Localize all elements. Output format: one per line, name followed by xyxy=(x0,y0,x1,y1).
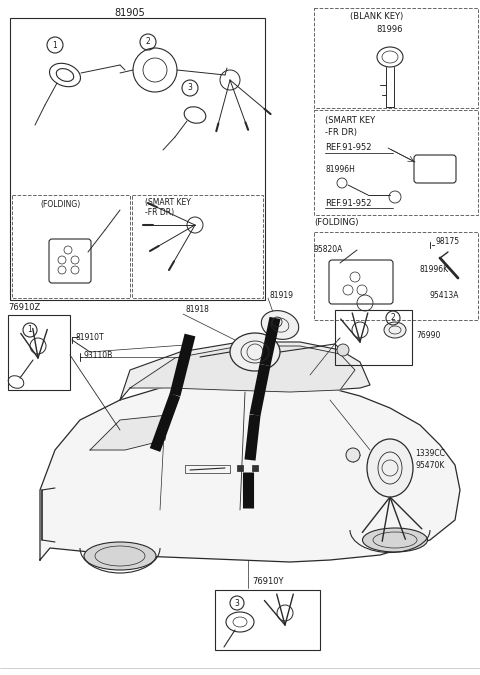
Text: 81996H: 81996H xyxy=(325,165,355,175)
Text: 81996K: 81996K xyxy=(420,265,449,275)
Polygon shape xyxy=(90,415,168,450)
Text: -FR DR): -FR DR) xyxy=(325,128,357,138)
Text: 93110B: 93110B xyxy=(83,350,112,360)
Text: 95820A: 95820A xyxy=(314,246,343,254)
Polygon shape xyxy=(120,342,370,400)
Bar xyxy=(10,18,265,300)
Text: 81996: 81996 xyxy=(377,26,403,34)
Bar xyxy=(12,195,130,298)
Ellipse shape xyxy=(84,542,156,570)
Bar xyxy=(335,310,412,365)
Ellipse shape xyxy=(230,333,280,371)
Text: 3: 3 xyxy=(188,84,192,92)
Circle shape xyxy=(346,448,360,462)
Text: 3: 3 xyxy=(235,599,240,608)
Text: 76990: 76990 xyxy=(416,331,440,340)
Bar xyxy=(314,8,478,108)
Text: 81905: 81905 xyxy=(115,8,145,18)
Polygon shape xyxy=(130,346,355,392)
Ellipse shape xyxy=(367,439,413,497)
Text: (SMART KEY: (SMART KEY xyxy=(145,198,191,207)
Text: 1339CC: 1339CC xyxy=(415,448,445,458)
Text: 98175: 98175 xyxy=(435,236,459,246)
Bar xyxy=(215,590,320,650)
Text: 81918: 81918 xyxy=(185,306,209,315)
Circle shape xyxy=(337,344,349,356)
Ellipse shape xyxy=(384,322,406,338)
Text: 95413A: 95413A xyxy=(430,290,459,300)
Ellipse shape xyxy=(362,528,428,552)
Bar xyxy=(314,232,478,320)
Text: 81919: 81919 xyxy=(270,290,294,300)
Polygon shape xyxy=(40,380,460,562)
Bar xyxy=(314,110,478,215)
Text: REF.91-952: REF.91-952 xyxy=(325,198,372,207)
Text: 2: 2 xyxy=(391,313,396,323)
Bar xyxy=(237,465,243,471)
Text: (BLANK KEY): (BLANK KEY) xyxy=(350,13,403,22)
Text: (FOLDING): (FOLDING) xyxy=(314,217,359,227)
Text: 95470K: 95470K xyxy=(415,462,444,470)
Bar xyxy=(8,315,70,390)
Text: 81910T: 81910T xyxy=(75,333,104,342)
Bar xyxy=(132,195,263,298)
Text: -FR DR): -FR DR) xyxy=(145,207,174,217)
Text: 76910Y: 76910Y xyxy=(252,578,284,587)
Text: 1: 1 xyxy=(53,40,58,49)
Bar xyxy=(252,465,258,471)
Text: (SMART KEY: (SMART KEY xyxy=(325,117,375,126)
Ellipse shape xyxy=(261,310,299,340)
Text: 2: 2 xyxy=(145,38,150,47)
Text: 1: 1 xyxy=(28,325,32,335)
Text: (FOLDING): (FOLDING) xyxy=(40,200,80,209)
Text: REF.91-952: REF.91-952 xyxy=(325,144,372,153)
Bar xyxy=(185,465,230,473)
Text: 76910Z: 76910Z xyxy=(8,302,40,311)
